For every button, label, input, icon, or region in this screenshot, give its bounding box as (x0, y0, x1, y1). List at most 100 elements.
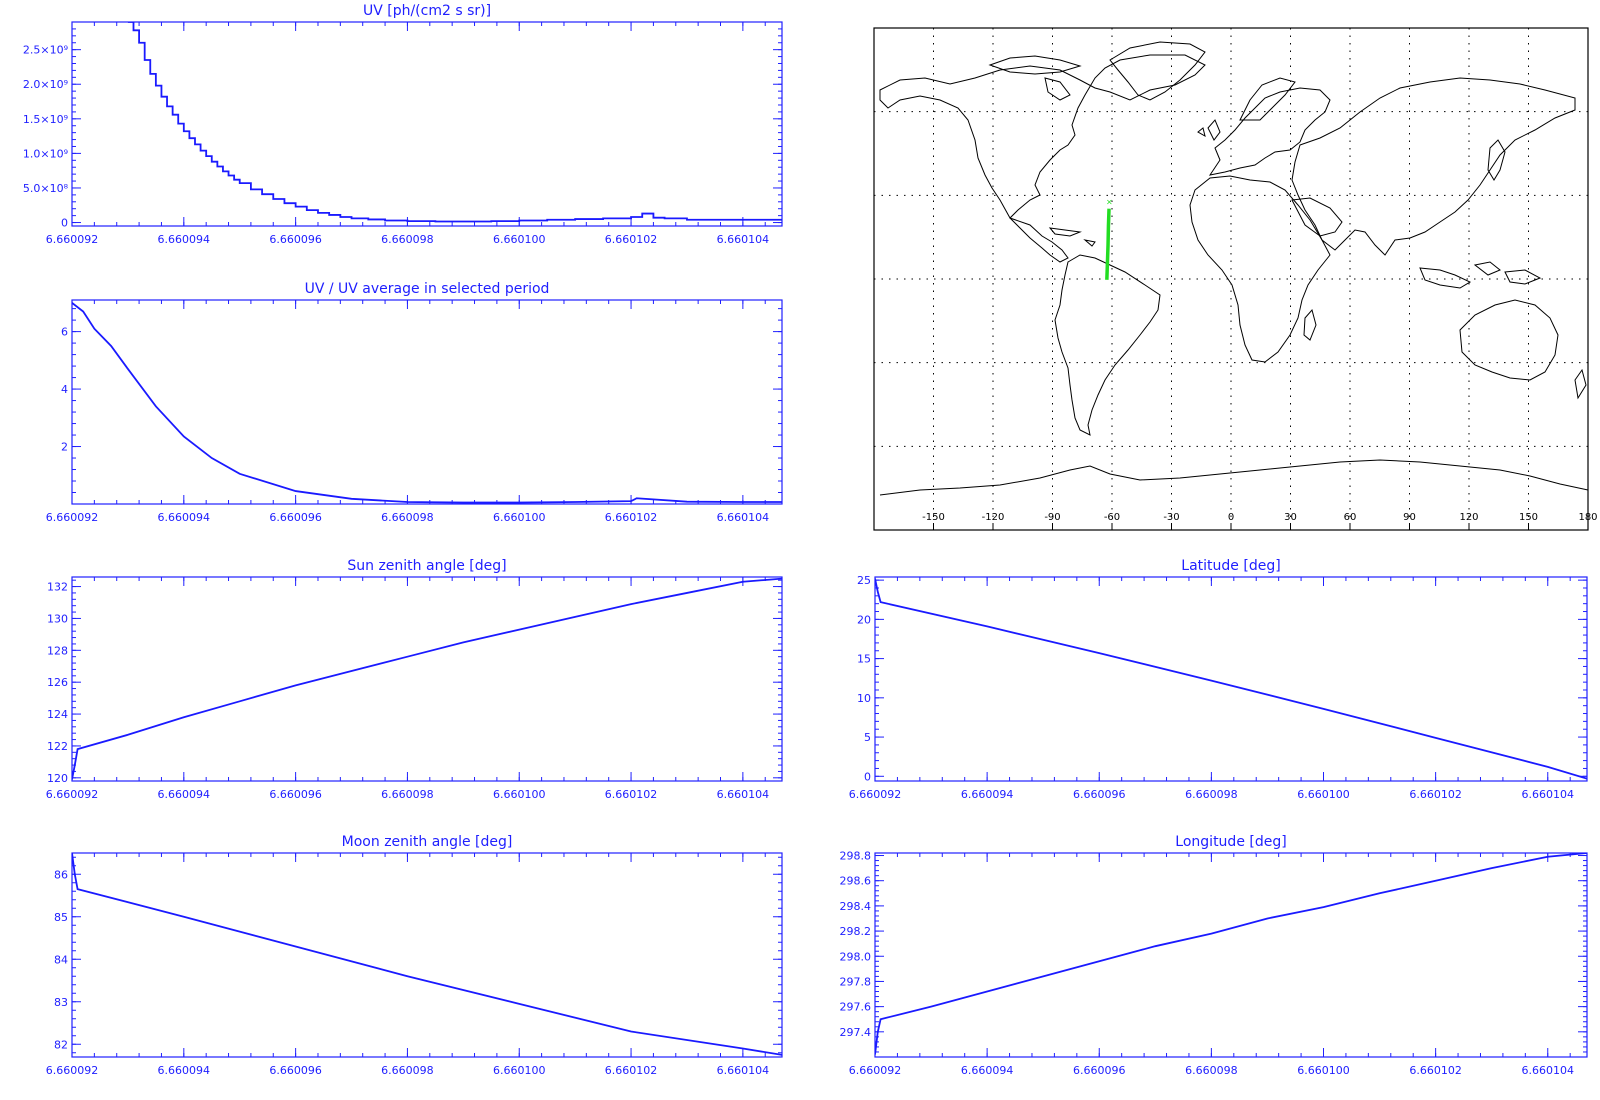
longitude-title: Longitude [deg] (1175, 834, 1286, 850)
longitude-y-tick-label: 298.2 (840, 925, 872, 938)
coast-new-zealand (1574, 368, 1587, 400)
uv-ratio-x-tick-label: 6.660094 (158, 511, 211, 524)
sun-zenith-frame (71, 576, 783, 782)
sun-zenith-title: Sun zenith angle [deg] (347, 558, 506, 574)
latitude-x-tick-label: 6.660104 (1522, 788, 1575, 801)
sun-zenith-x-tick-label: 6.660102 (605, 788, 658, 801)
uv-ratio-y-tick-label: 4 (61, 383, 68, 396)
moon-zenith-plot: Moon zenith angle [deg] 6.660092 6.660094 6… (46, 834, 783, 1077)
sun-zenith-y-tick-label: 124 (47, 708, 68, 721)
latitude-y-tick-label: 5 (864, 731, 871, 744)
sun-zenith-x-tick-label: 6.660096 (269, 788, 322, 801)
moon-zenith-y-tick-label: 86 (54, 868, 68, 881)
uv-ratio-frame (71, 299, 783, 505)
sun-zenith-x-tick-label: 6.660094 (158, 788, 211, 801)
map-x-tick-label: -150 (922, 512, 945, 523)
uv-ratio-plot: UV / UV average in selected period 6.6600… (46, 281, 783, 524)
longitude-x-tick-label: 6.660100 (1297, 1064, 1350, 1077)
coast-british-isles (1197, 119, 1221, 141)
uv-ratio-x-tick-label: 6.660102 (605, 511, 658, 524)
latitude-y-tick-label: 20 (857, 613, 871, 626)
sun-zenith-y-tick-label: 126 (47, 676, 68, 689)
map-x-tick-label: -120 (982, 512, 1005, 523)
moon-zenith-x-tick-label: 6.660096 (269, 1064, 322, 1077)
latitude-x-tick-label: 6.660092 (849, 788, 902, 801)
map-x-tick-label: 120 (1459, 512, 1478, 523)
longitude-x-tick-label: 6.660096 (1073, 1064, 1126, 1077)
ground-track-start-marker: × (1106, 198, 1113, 207)
uv-x-tick-label: 6.660098 (381, 233, 434, 246)
sun-zenith-y-tick-label: 122 (47, 740, 68, 753)
coast-arabia (1291, 197, 1343, 237)
moon-zenith-y-tick-label: 84 (54, 953, 68, 966)
sun-zenith-series-line (72, 577, 782, 780)
latitude-frame (874, 576, 1588, 782)
moon-zenith-x-tick-label: 6.660100 (493, 1064, 546, 1077)
longitude-x-tick-label: 6.660092 (849, 1064, 902, 1077)
sun-zenith-x-tick-label: 6.660098 (381, 788, 434, 801)
map-coastlines (879, 41, 1589, 496)
latitude-x-tick-label: 6.660102 (1409, 788, 1462, 801)
uv-x-tick-label: 6.660094 (158, 233, 211, 246)
sun-zenith-y-tick-label: 120 (47, 772, 68, 785)
uv-ratio-x-tick-label: 6.660100 (493, 511, 546, 524)
plot-panels: UV [ph/(cm2 s sr)] 6.660092 6.660094 6.6600… (23, 3, 1588, 1077)
latitude-y-tick-label: 25 (857, 574, 871, 587)
moon-zenith-title: Moon zenith angle [deg] (342, 834, 513, 850)
uv-x-tick-label: 6.660100 (493, 233, 546, 246)
coast-indonesia (1419, 261, 1542, 289)
sun-zenith-x-tick-label: 6.660092 (46, 788, 99, 801)
latitude-x-tick-label: 6.660094 (961, 788, 1014, 801)
longitude-x-tick-label: 6.660098 (1185, 1064, 1238, 1077)
map-x-tick-label: 60 (1344, 512, 1357, 523)
uv-y-tick-label: 1.5×10⁹ (23, 113, 68, 126)
uv-ratio-series-line (72, 302, 782, 504)
longitude-y-tick-label: 297.8 (840, 975, 872, 988)
moon-zenith-x-tick-label: 6.660092 (46, 1064, 99, 1077)
latitude-x-tick-label: 6.660100 (1297, 788, 1350, 801)
uv-x-tick-label: 6.660096 (269, 233, 322, 246)
coast-south-america (1054, 254, 1161, 436)
uv-title: UV [ph/(cm2 s sr)] (363, 3, 491, 19)
map-x-tick-label: -30 (1163, 512, 1179, 523)
uv-y-tick-label: 1.0×10⁹ (23, 147, 68, 160)
coast-japan (1487, 139, 1506, 181)
coast-australia (1459, 299, 1559, 381)
longitude-x-tick-label: 6.660094 (961, 1064, 1014, 1077)
coast-arctic-islands (988, 55, 1082, 101)
uv-x-tick-label: 6.660092 (46, 233, 99, 246)
uv-ratio-y-tick-label: 6 (61, 326, 68, 339)
satellite-ground-track: × (1105, 198, 1113, 280)
latitude-x-tick-label: 6.660098 (1185, 788, 1238, 801)
coast-caribbean (1048, 227, 1096, 247)
moon-zenith-x-tick-label: 6.660104 (717, 1064, 770, 1077)
uv-y-tick-label: 5.0×10⁸ (23, 182, 69, 195)
latitude-title: Latitude [deg] (1181, 558, 1280, 574)
moon-zenith-x-tick-label: 6.660094 (158, 1064, 211, 1077)
uv-ratio-x-tick-label: 6.660092 (46, 511, 99, 524)
moon-zenith-series-line (72, 853, 782, 1056)
sun-zenith-x-tick-label: 6.660104 (717, 788, 770, 801)
ground-track-line (1105, 208, 1111, 280)
uv-ratio-x-tick-label: 6.660096 (269, 511, 322, 524)
uv-x-tick-label: 6.660102 (605, 233, 658, 246)
coast-antarctica (879, 459, 1589, 496)
sun-zenith-x-tick-label: 6.660100 (493, 788, 546, 801)
latitude-y-tick-label: 15 (857, 653, 871, 666)
moon-zenith-y-tick-label: 83 (54, 996, 68, 1009)
sun-zenith-y-tick-label: 128 (47, 644, 68, 657)
coast-central-america (1009, 217, 1069, 263)
uv-ratio-title: UV / UV average in selected period (305, 281, 550, 297)
longitude-x-tick-label: 6.660102 (1409, 1064, 1462, 1077)
longitude-series-line (875, 853, 1587, 1055)
coast-greenland (1109, 41, 1206, 101)
longitude-x-tick-label: 6.660104 (1522, 1064, 1575, 1077)
uv-y-tick-label: 0 (61, 217, 68, 230)
uv-series-line (127, 22, 782, 223)
longitude-plot: Longitude [deg] 6.660092 6.660094 6.660096 6… (840, 834, 1588, 1077)
map-x-tick-label: 150 (1519, 512, 1538, 523)
latitude-y-tick-label: 0 (864, 770, 871, 783)
longitude-y-tick-label: 298.0 (840, 950, 872, 963)
uv-ratio-x-tick-label: 6.660104 (717, 511, 770, 524)
